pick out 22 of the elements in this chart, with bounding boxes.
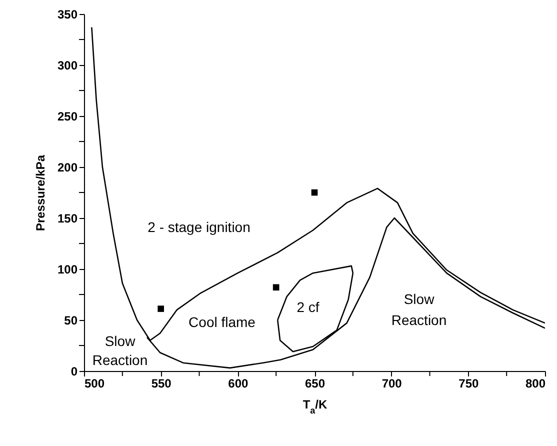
x-tick-label: 500 — [84, 376, 105, 390]
y-tick-label: 100 — [57, 262, 78, 276]
x-tick-label: 600 — [228, 376, 248, 390]
x-tick-label: 650 — [304, 376, 326, 390]
x-axis-title: T$_{a}$/K — [302, 398, 328, 416]
x-tick-label: 550 — [151, 376, 172, 390]
y-tick-label: 350 — [57, 8, 78, 22]
y-tick-label: 150 — [57, 212, 78, 226]
y-axis-title: Pressure/kPa — [33, 154, 48, 232]
y-tick-label: 250 — [57, 110, 78, 124]
annotation: Slow Reaction — [92, 333, 148, 368]
x-tick-label: 700 — [382, 376, 402, 390]
x-tick-label: 750 — [458, 376, 479, 390]
y-tick-label: 0 — [70, 364, 78, 378]
y-tick-label: 300 — [57, 58, 78, 72]
y-tick-label: 200 — [57, 160, 78, 174]
annotation: Cool flame — [188, 314, 256, 330]
annotation: 2 - stage ignition — [148, 219, 250, 235]
annotation: Slow Reaction — [391, 291, 447, 328]
x-tick-label: 800 — [525, 376, 546, 390]
annotation: 2 cf — [296, 299, 320, 315]
y-tick-label: 50 — [64, 314, 78, 328]
